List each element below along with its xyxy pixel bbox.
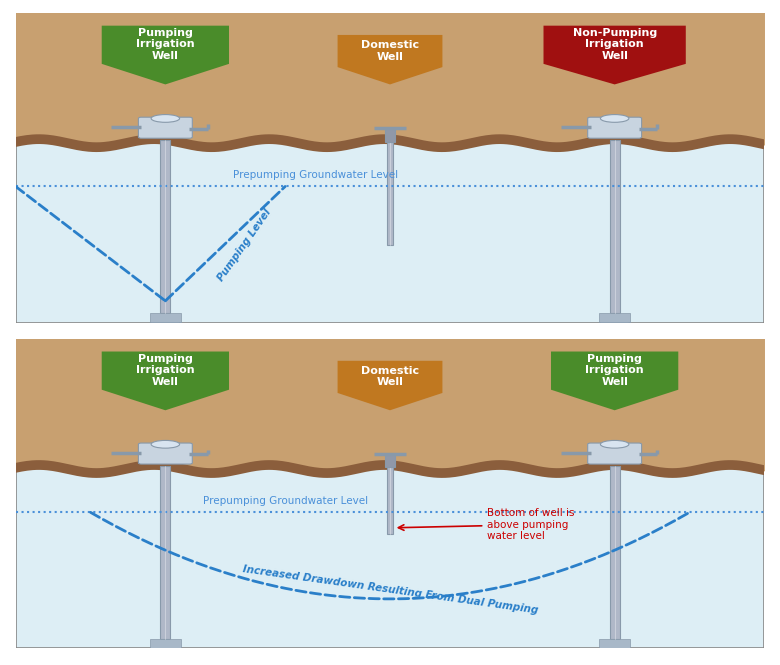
Bar xyxy=(387,142,393,245)
Ellipse shape xyxy=(601,114,629,122)
Ellipse shape xyxy=(151,114,179,122)
Text: Prepumping Groundwater Level: Prepumping Groundwater Level xyxy=(203,496,367,506)
Ellipse shape xyxy=(151,440,179,448)
Bar xyxy=(610,140,619,313)
Polygon shape xyxy=(101,352,229,410)
Bar xyxy=(150,313,181,323)
Bar xyxy=(610,466,619,639)
Polygon shape xyxy=(150,323,181,331)
FancyBboxPatch shape xyxy=(138,443,193,464)
Text: Pumping
Irrigation
Well: Pumping Irrigation Well xyxy=(136,354,195,387)
Polygon shape xyxy=(150,648,181,656)
Polygon shape xyxy=(551,352,679,410)
Bar xyxy=(385,128,395,142)
FancyBboxPatch shape xyxy=(587,443,642,464)
Bar xyxy=(599,313,630,323)
Text: Pumping
Irrigation
Well: Pumping Irrigation Well xyxy=(136,28,195,61)
Polygon shape xyxy=(599,323,630,331)
Polygon shape xyxy=(544,26,686,84)
Bar xyxy=(387,467,393,534)
Text: Pumping Level: Pumping Level xyxy=(215,207,272,283)
Bar xyxy=(385,454,395,467)
Text: Bottom of well is
above pumping
water level: Bottom of well is above pumping water le… xyxy=(399,508,575,541)
Text: Prepumping Groundwater Level: Prepumping Groundwater Level xyxy=(232,170,398,180)
FancyBboxPatch shape xyxy=(587,117,642,138)
Polygon shape xyxy=(599,648,630,656)
Bar xyxy=(161,466,170,639)
Text: Domestic
Well: Domestic Well xyxy=(361,40,419,62)
Bar xyxy=(150,639,181,648)
Bar xyxy=(599,639,630,648)
Text: Pumping
Irrigation
Well: Pumping Irrigation Well xyxy=(585,354,644,387)
FancyBboxPatch shape xyxy=(138,117,193,138)
Ellipse shape xyxy=(601,440,629,448)
Polygon shape xyxy=(338,361,442,410)
Polygon shape xyxy=(101,26,229,84)
Bar xyxy=(161,140,170,313)
Text: Increased Drawdown Resulting From Dual Pumping: Increased Drawdown Resulting From Dual P… xyxy=(242,564,538,615)
Polygon shape xyxy=(338,35,442,84)
Text: Non-Pumping
Irrigation
Well: Non-Pumping Irrigation Well xyxy=(573,28,657,61)
Text: Domestic
Well: Domestic Well xyxy=(361,366,419,388)
